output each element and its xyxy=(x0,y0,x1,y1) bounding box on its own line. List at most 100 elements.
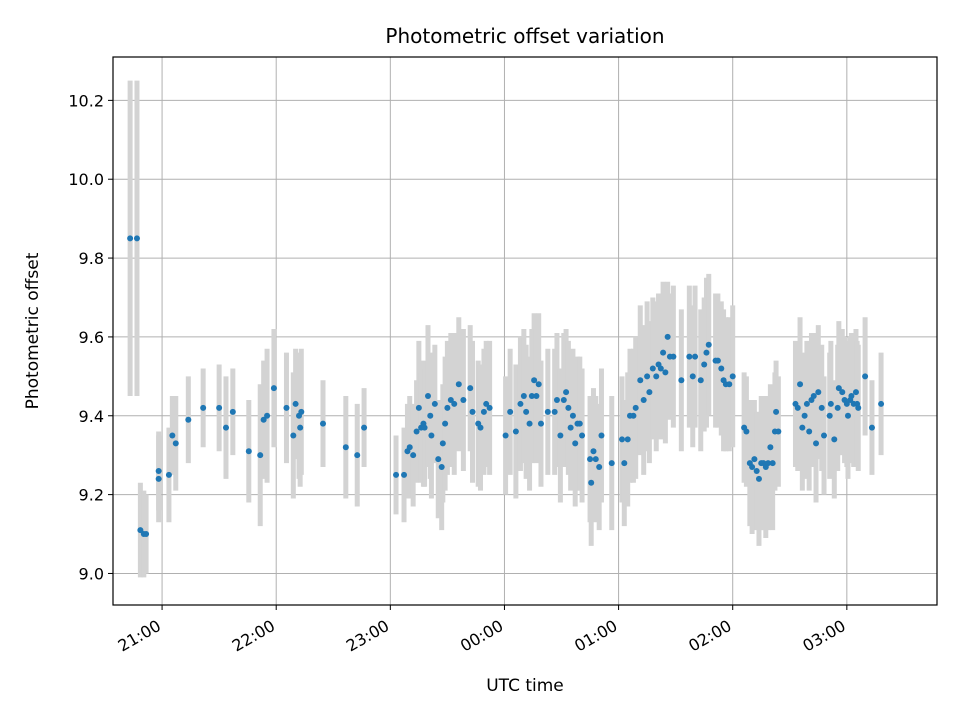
data-point xyxy=(821,432,828,439)
data-point xyxy=(290,432,297,439)
data-point xyxy=(401,471,408,478)
data-point xyxy=(839,389,846,396)
data-point xyxy=(444,404,451,411)
data-point xyxy=(852,389,859,396)
data-point xyxy=(535,381,542,388)
data-point xyxy=(442,420,449,427)
data-point xyxy=(844,412,851,419)
data-point xyxy=(200,404,207,411)
data-point xyxy=(646,389,653,396)
data-point xyxy=(523,408,530,415)
data-point xyxy=(797,381,804,388)
data-point xyxy=(528,393,535,400)
data-point xyxy=(815,389,822,396)
y-tick-label: 9.4 xyxy=(79,407,104,426)
data-point xyxy=(826,412,833,419)
data-point xyxy=(169,432,176,439)
plot-area-frame xyxy=(112,56,938,606)
data-point xyxy=(172,440,179,447)
data-point xyxy=(660,349,667,356)
data-point xyxy=(477,424,484,431)
data-point xyxy=(608,460,615,467)
data-point xyxy=(544,408,551,415)
x-axis-label: UTC time xyxy=(486,676,564,696)
data-point xyxy=(127,235,134,242)
data-point xyxy=(342,444,349,451)
data-point xyxy=(406,444,413,451)
data-point xyxy=(435,456,442,463)
data-point xyxy=(753,467,760,474)
data-point xyxy=(843,400,850,407)
data-point xyxy=(563,389,570,396)
data-point xyxy=(283,404,290,411)
data-point xyxy=(714,357,721,364)
data-point xyxy=(767,444,774,451)
data-point xyxy=(801,412,808,419)
data-point xyxy=(467,385,474,392)
data-point xyxy=(769,460,776,467)
data-point xyxy=(705,341,712,348)
data-point xyxy=(775,428,782,435)
data-point xyxy=(630,412,637,419)
data-point xyxy=(692,353,699,360)
data-point xyxy=(155,475,162,482)
data-point xyxy=(319,420,326,427)
y-axis-label: Photometric offset xyxy=(23,252,43,409)
data-point xyxy=(486,404,493,411)
data-point xyxy=(520,393,527,400)
data-point xyxy=(662,369,669,376)
data-point xyxy=(526,420,533,427)
data-points xyxy=(127,235,885,538)
y-tick-label: 9.8 xyxy=(79,249,104,268)
data-point xyxy=(143,531,150,538)
data-point xyxy=(743,428,750,435)
data-point xyxy=(729,373,736,380)
data-point xyxy=(862,373,869,380)
data-point xyxy=(185,416,192,423)
data-point xyxy=(507,408,514,415)
data-point xyxy=(644,373,651,380)
data-point xyxy=(533,393,540,400)
data-point xyxy=(537,420,544,427)
data-point xyxy=(438,464,445,471)
data-point xyxy=(855,404,862,411)
data-point xyxy=(579,432,586,439)
data-point xyxy=(632,404,639,411)
data-point xyxy=(664,333,671,340)
data-point xyxy=(827,400,834,407)
data-point xyxy=(765,460,772,467)
data-point xyxy=(298,408,305,415)
data-point xyxy=(878,400,885,407)
data-point xyxy=(517,400,524,407)
data-point xyxy=(590,448,597,455)
data-point xyxy=(354,452,361,459)
y-tick-label: 9.2 xyxy=(79,486,104,505)
data-point xyxy=(657,365,664,372)
data-point xyxy=(531,377,538,384)
data-point xyxy=(410,452,417,459)
data-point xyxy=(576,420,583,427)
data-point xyxy=(751,456,758,463)
data-point xyxy=(512,428,519,435)
data-point xyxy=(596,464,603,471)
data-point xyxy=(592,456,599,463)
data-point xyxy=(697,377,704,384)
y-tick-label: 10.2 xyxy=(68,91,104,110)
data-point xyxy=(749,464,756,471)
data-point xyxy=(460,396,467,403)
data-point xyxy=(587,456,594,463)
data-point xyxy=(649,365,656,372)
data-point xyxy=(245,448,252,455)
y-tick-label: 10.0 xyxy=(68,170,104,189)
data-point xyxy=(455,381,462,388)
data-point xyxy=(413,428,420,435)
data-point xyxy=(835,385,842,392)
data-point xyxy=(553,396,560,403)
data-point xyxy=(799,424,806,431)
data-point xyxy=(560,396,567,403)
data-point xyxy=(567,424,574,431)
data-point xyxy=(718,365,725,372)
data-point xyxy=(222,424,229,431)
data-point xyxy=(565,404,572,411)
data-point xyxy=(726,381,733,388)
